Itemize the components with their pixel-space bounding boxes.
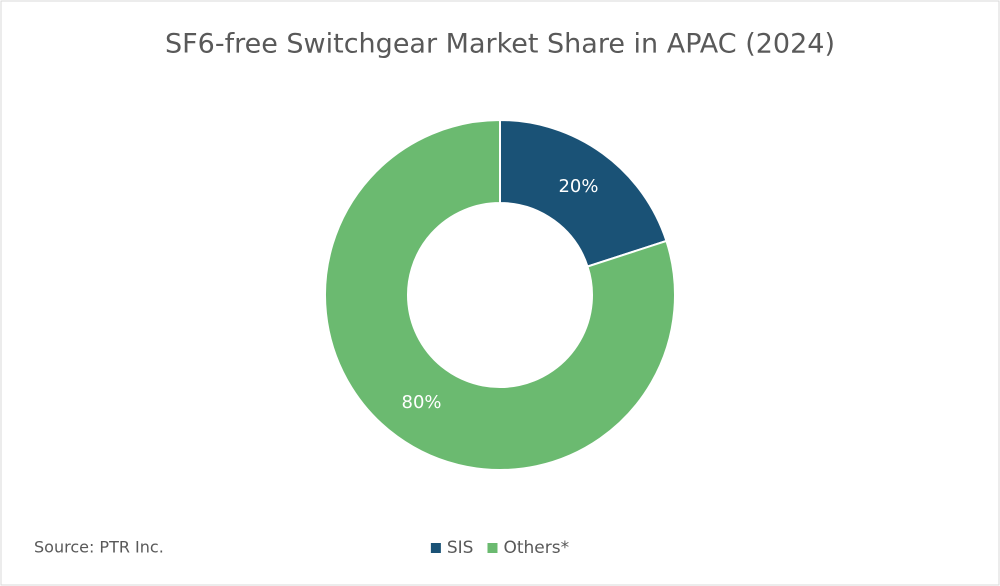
data-label: 80% xyxy=(402,392,442,413)
data-label: 20% xyxy=(558,176,598,197)
legend-label: SIS xyxy=(447,538,474,558)
legend-swatch xyxy=(430,543,441,553)
donut-slice xyxy=(324,118,676,471)
chart-title: SF6-free Switchgear Market Share in APAC… xyxy=(165,29,835,60)
legend-swatch xyxy=(487,543,498,553)
source-note: Source: PTR Inc. xyxy=(34,538,164,557)
donut-slice xyxy=(499,118,668,268)
legend-label: Others* xyxy=(503,538,569,558)
